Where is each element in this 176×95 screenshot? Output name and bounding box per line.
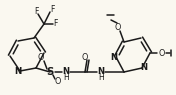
Text: O: O (159, 49, 165, 57)
Text: H: H (98, 72, 104, 82)
Text: S: S (46, 67, 54, 77)
Text: O: O (55, 78, 61, 87)
Text: F: F (50, 6, 54, 15)
Text: O: O (38, 53, 44, 63)
Text: H: H (63, 72, 69, 82)
Text: N: N (62, 66, 70, 76)
Text: O: O (115, 23, 121, 32)
Text: F: F (53, 19, 57, 28)
Text: N: N (140, 63, 147, 72)
Text: N: N (14, 66, 22, 76)
Text: F: F (34, 8, 38, 17)
Text: N: N (98, 66, 105, 76)
Text: O: O (82, 53, 88, 63)
Text: N: N (110, 53, 118, 61)
